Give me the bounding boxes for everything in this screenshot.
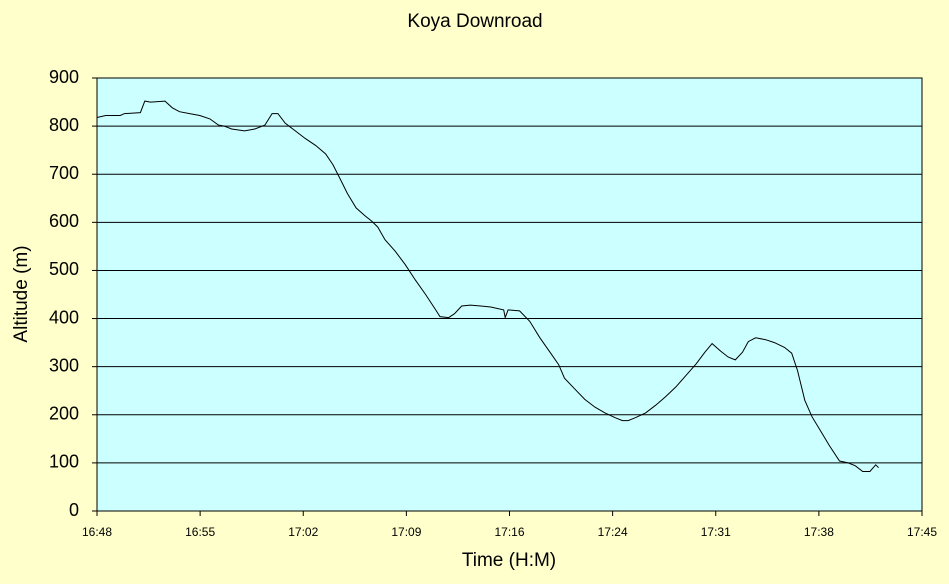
- y-tick-label: 100: [49, 452, 79, 472]
- x-tick-label: 17:16: [494, 525, 524, 539]
- y-tick-label: 600: [49, 211, 79, 231]
- chart-title: Koya Downroad: [407, 11, 542, 32]
- y-axis-label: Altitude (m): [11, 245, 32, 342]
- plot-area: [96, 77, 923, 512]
- x-tick-label: 17:45: [907, 525, 937, 539]
- x-tick-label: 16:55: [185, 525, 215, 539]
- y-tick-label: 700: [49, 163, 79, 183]
- y-tick-label: 500: [49, 259, 79, 279]
- x-axis-label: Time (H:M): [462, 550, 556, 571]
- x-tick-label: 17:38: [804, 525, 834, 539]
- y-tick-label: 200: [49, 404, 79, 424]
- x-tick-label: 17:02: [288, 525, 318, 539]
- y-tick-label: 400: [49, 307, 79, 327]
- y-tick-label: 300: [49, 355, 79, 375]
- data-line: [96, 100, 879, 472]
- y-tick-label: 800: [49, 115, 79, 135]
- x-tick-label: 17:31: [701, 525, 731, 539]
- x-tick-label: 16:48: [82, 525, 112, 539]
- y-tick-label: 0: [69, 500, 79, 520]
- x-tick-label: 17:09: [391, 525, 421, 539]
- y-tick-label: 900: [49, 67, 79, 87]
- x-tick-label: 17:24: [598, 525, 628, 539]
